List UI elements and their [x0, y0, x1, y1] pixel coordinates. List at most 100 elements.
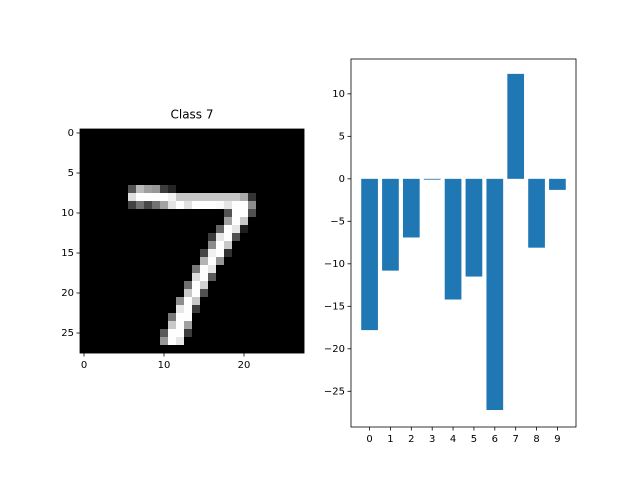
pixel	[112, 177, 121, 186]
y-tick-label: 5	[68, 168, 74, 179]
pixel	[136, 233, 145, 242]
bar	[486, 178, 504, 411]
pixel	[232, 273, 241, 282]
pixel	[264, 289, 273, 298]
pixel	[256, 265, 265, 274]
pixel	[88, 161, 97, 170]
pixel	[120, 241, 129, 250]
pixel	[96, 329, 105, 338]
pixel	[200, 241, 209, 250]
axes-frame	[350, 58, 577, 428]
y-tick-label: −10	[324, 259, 345, 270]
pixel	[184, 305, 193, 314]
pixel	[176, 281, 185, 290]
pixel	[240, 305, 249, 314]
pixel	[120, 289, 129, 298]
pixel	[208, 321, 217, 330]
pixel	[128, 337, 137, 346]
pixel	[224, 225, 233, 234]
pixel	[120, 185, 129, 194]
pixel	[80, 249, 89, 258]
pixel	[224, 321, 233, 330]
pixel	[240, 273, 249, 282]
pixel	[152, 169, 161, 178]
pixel	[248, 273, 257, 282]
pixel	[280, 249, 289, 258]
pixel	[80, 177, 89, 186]
pixel	[288, 201, 297, 210]
pixel	[192, 297, 201, 306]
pixel	[280, 161, 289, 170]
pixel	[296, 201, 305, 210]
pixel	[160, 201, 169, 210]
pixel	[208, 281, 217, 290]
pixel	[152, 337, 161, 346]
pixel	[160, 209, 169, 218]
y-tick-label: 0	[68, 128, 74, 139]
pixel	[176, 217, 185, 226]
pixel	[88, 225, 97, 234]
pixel	[256, 321, 265, 330]
pixel	[152, 185, 161, 194]
pixel	[208, 169, 217, 178]
pixel	[144, 233, 153, 242]
pixel	[216, 169, 225, 178]
pixel	[128, 193, 137, 202]
pixel	[208, 289, 217, 298]
pixel	[224, 329, 233, 338]
pixel	[104, 137, 113, 146]
pixel	[96, 185, 105, 194]
pixel	[136, 329, 145, 338]
pixel	[120, 249, 129, 258]
pixel	[136, 313, 145, 322]
pixel	[136, 241, 145, 250]
pixel	[112, 249, 121, 258]
pixel	[200, 209, 209, 218]
pixel	[128, 305, 137, 314]
pixel	[112, 129, 121, 138]
pixel	[248, 265, 257, 274]
pixel	[272, 241, 281, 250]
pixel	[168, 129, 177, 138]
pixel	[80, 305, 89, 314]
pixel	[240, 337, 249, 346]
pixel	[240, 193, 249, 202]
pixel	[168, 313, 177, 322]
pixel	[184, 257, 193, 266]
pixel	[240, 169, 249, 178]
pixel	[88, 209, 97, 218]
pixel	[128, 169, 137, 178]
pixel	[296, 305, 305, 314]
pixel	[160, 329, 169, 338]
pixel	[280, 185, 289, 194]
pixel	[216, 313, 225, 322]
pixel	[128, 329, 137, 338]
pixel	[288, 209, 297, 218]
pixel	[240, 289, 249, 298]
pixel	[104, 145, 113, 154]
pixel	[224, 281, 233, 290]
pixel	[80, 209, 89, 218]
pixel	[288, 337, 297, 346]
pixel	[96, 209, 105, 218]
pixel	[88, 305, 97, 314]
pixel	[144, 313, 153, 322]
pixel	[232, 233, 241, 242]
pixel	[184, 177, 193, 186]
pixel	[200, 185, 209, 194]
pixel	[224, 297, 233, 306]
pixel	[280, 145, 289, 154]
pixel	[272, 225, 281, 234]
pixel	[200, 217, 209, 226]
pixel	[208, 217, 217, 226]
pixel	[128, 297, 137, 306]
pixel	[240, 313, 249, 322]
pixel	[144, 265, 153, 274]
pixel	[176, 161, 185, 170]
pixel	[208, 161, 217, 170]
pixel	[112, 321, 121, 330]
pixel	[176, 289, 185, 298]
pixel	[288, 241, 297, 250]
pixel	[144, 209, 153, 218]
